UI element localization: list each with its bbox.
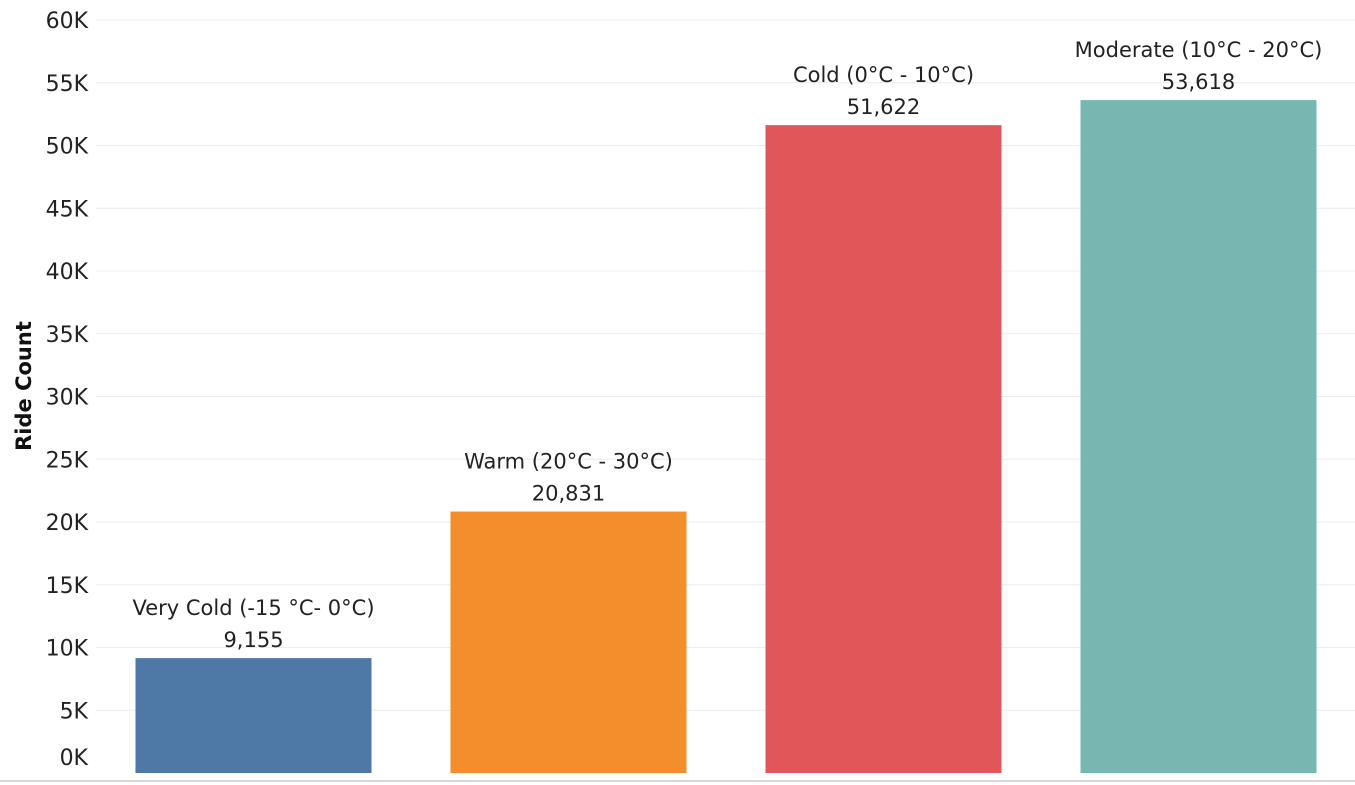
y-tick-label: 15K [46,574,89,599]
bar-category-label: Moderate (10°C - 20°C) [1075,38,1323,62]
bar [135,658,372,773]
bar-category-label: Cold (0°C - 10°C) [793,63,974,87]
y-tick-label: 20K [46,511,89,536]
bar-value-label: 51,622 [847,95,920,119]
bar [765,125,1002,773]
bar [1080,100,1317,773]
bar-category-label: Very Cold (-15 °C- 0°C) [132,596,374,620]
bar-value-label: 9,155 [223,628,283,652]
y-tick-label: 35K [46,323,89,348]
bar-value-label: 20,831 [532,482,605,506]
y-tick-label: 5K [60,699,89,724]
y-tick-label: 30K [46,386,89,411]
y-tick-label: 0K [60,746,89,771]
y-tick-label: 25K [46,448,89,473]
bar-value-label: 53,618 [1162,70,1235,94]
y-axis: 0K 5K 10K 15K 20K 25K 30K 35K 40K 45K 50K 55K 60K [46,9,89,771]
bars [135,100,1317,773]
y-tick-label: 40K [46,260,89,285]
y-axis-title: Ride Count [12,321,36,451]
bar-category-label: Warm (20°C - 30°C) [464,450,673,474]
y-tick-label: 60K [46,9,89,34]
y-tick-label: 50K [46,135,89,160]
bar-labels: Very Cold (-15 °C- 0°C) 9,155 Warm (20°C -… [132,38,1322,652]
bar [450,511,687,773]
y-tick-label: 55K [46,72,89,97]
y-tick-label: 10K [46,637,89,662]
y-tick-label: 45K [46,197,89,222]
